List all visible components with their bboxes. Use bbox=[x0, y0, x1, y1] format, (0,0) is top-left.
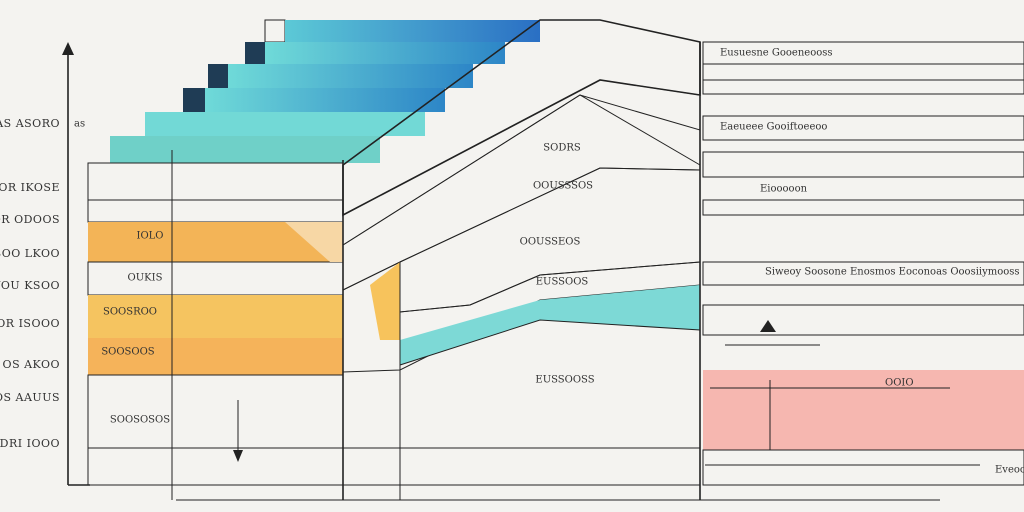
right-label: Siweoy Soosone Enosmos Eoconoas Ooosiiym… bbox=[765, 267, 1020, 278]
left-label: OS AKOO bbox=[3, 358, 60, 371]
left-label: SOO LKOO bbox=[0, 247, 60, 260]
axis bbox=[62, 42, 940, 501]
left-label: SOR ODOOS bbox=[0, 213, 60, 226]
middle-bands bbox=[342, 19, 701, 500]
layer-label: SODRS bbox=[543, 143, 581, 154]
right-label: Eveoo bbox=[995, 465, 1024, 476]
layer-label: SOOSOSOS bbox=[110, 415, 170, 426]
layer-label: SOOSROO bbox=[103, 307, 157, 318]
left-label: DRI IOOO bbox=[0, 437, 60, 450]
right-label: Eaeueee Gooiftoeeoo bbox=[720, 122, 827, 133]
right-label: OOIO bbox=[885, 378, 914, 389]
left-layers bbox=[87, 162, 701, 486]
layer-label: OOUSSSOS bbox=[533, 181, 593, 192]
layer-label: EUSSOOSS bbox=[535, 375, 594, 386]
right-bands bbox=[702, 41, 1024, 486]
left-label: DOR IKOSE bbox=[0, 181, 60, 194]
layer-label: IOLO bbox=[137, 231, 164, 242]
left-label: YOU KSOO bbox=[0, 279, 60, 292]
left-label: OS AAUUS bbox=[0, 391, 60, 404]
layer-label: EUSSOOS bbox=[536, 277, 589, 288]
layer-label: SOOSOOS bbox=[101, 347, 154, 358]
layer-label: OOUSSEOS bbox=[520, 237, 581, 248]
left-label: IOAS ASORO bbox=[0, 117, 60, 130]
right-label: Eiooooon bbox=[760, 184, 808, 195]
layer-label: OUKIS bbox=[128, 273, 163, 284]
left-label: OR ISOOO bbox=[0, 317, 60, 330]
side-note: as bbox=[74, 119, 85, 130]
stack-steps bbox=[110, 19, 540, 163]
right-label: Eusuesne Gooeneooss bbox=[720, 48, 833, 59]
